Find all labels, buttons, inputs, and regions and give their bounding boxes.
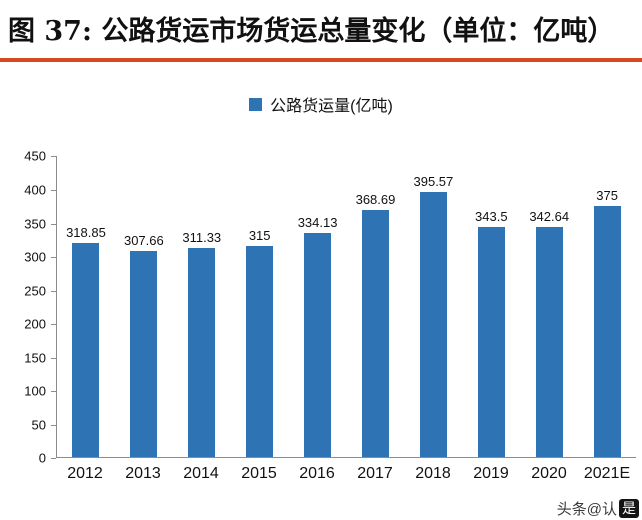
- y-axis-label: 350: [24, 216, 46, 231]
- x-axis-label: 2018: [415, 465, 451, 483]
- x-axis-label: 2013: [125, 465, 161, 483]
- x-axis-label: 2016: [299, 465, 335, 483]
- y-axis-label: 0: [38, 450, 46, 466]
- bar-column: 315: [231, 228, 289, 458]
- y-axis-label: 200: [24, 316, 46, 332]
- y-axis: 0 50 100 150 200 250 300 350 400 450: [12, 149, 56, 466]
- y-axis-label: 400: [24, 182, 46, 198]
- title-underline: [0, 58, 642, 63]
- figure-title: 图 37: 公路货运市场货运总量变化（单位：亿吨）: [8, 16, 615, 47]
- bar-column: 342.64: [520, 209, 578, 458]
- bar-value-label: 318.85: [66, 225, 106, 241]
- bar-value-label: 368.69: [355, 191, 396, 207]
- y-axis-label: 50: [31, 417, 46, 433]
- bar-column: 343.5: [462, 209, 520, 458]
- legend-swatch: [249, 97, 263, 111]
- bar: [361, 209, 389, 458]
- y-axis-label: 150: [24, 350, 46, 366]
- y-axis-tick: [51, 290, 56, 292]
- y-axis-tick: [51, 391, 56, 393]
- bar: [419, 191, 447, 458]
- bar-value-label: 311.33: [182, 230, 222, 246]
- watermark-badge: 是: [619, 499, 639, 518]
- bar: [72, 243, 100, 458]
- x-axis-label: 2014: [183, 465, 219, 483]
- y-axis-label: 100: [24, 383, 46, 399]
- x-axis-label: 2019: [473, 465, 509, 483]
- bar: [593, 205, 621, 458]
- bar-column: 307.66: [115, 232, 173, 458]
- bar-column: 375: [578, 188, 636, 458]
- plot-area: 318.85 307.66 311.33 315 334.13 368.69 395.57 3…: [56, 156, 636, 459]
- bar-column: 368.69: [347, 191, 405, 458]
- bar-value-label: 343.5: [475, 208, 508, 224]
- bar-column: 311.33: [173, 230, 231, 458]
- bar: [477, 226, 505, 458]
- x-axis-label: 2020: [531, 465, 567, 483]
- x-axis-label: 2015: [241, 465, 277, 483]
- bar: [535, 227, 563, 458]
- y-axis-label: 450: [24, 148, 46, 164]
- bar: [304, 233, 332, 458]
- y-axis-tick: [51, 324, 56, 326]
- y-axis-label: 250: [24, 283, 46, 299]
- y-axis-tick: [51, 189, 56, 191]
- bar-value-label: 342.64: [529, 209, 570, 225]
- bar-value-label: 395.57: [413, 173, 454, 189]
- bar-column: 334.13: [289, 215, 347, 458]
- y-axis-tick: [51, 223, 56, 225]
- bar-value-label: 307.66: [123, 232, 164, 248]
- x-axis-label: 2017: [357, 465, 393, 483]
- figure-header: 图 37: 公路货运市场货运总量变化（单位：亿吨）: [0, 0, 642, 63]
- chart-legend: 公路货运量(亿吨): [0, 92, 642, 116]
- watermark: 头条@认 是: [557, 498, 639, 519]
- x-axis-label: 2012: [67, 465, 103, 483]
- y-axis-label: 300: [24, 249, 46, 265]
- bar: [188, 248, 216, 458]
- watermark-text: 头条@认: [556, 501, 617, 518]
- legend-label: 公路货运量(亿吨): [270, 98, 393, 116]
- y-axis-tick: [51, 458, 56, 460]
- bar-value-label: 315: [248, 228, 271, 243]
- y-axis-tick: [51, 257, 56, 259]
- plot-column: 318.85 307.66 311.33 315 334.13 368.69 395.57 3…: [56, 156, 636, 483]
- bar: [130, 250, 158, 458]
- bar-value-label: 334.13: [297, 215, 338, 231]
- bar: [246, 246, 274, 458]
- bar-chart: 0 50 100 150 200 250 300 350 400 450 318.85 307.66…: [12, 149, 636, 483]
- y-axis-tick: [51, 156, 56, 158]
- bar-column: 318.85: [57, 225, 115, 458]
- y-axis-tick: [51, 357, 56, 359]
- y-axis-tick: [51, 424, 56, 426]
- x-axis-label: 2021E: [583, 465, 631, 483]
- x-axis: 2012 2013 2014 2015 2016 2017 2018 2019 2020 2021…: [56, 458, 636, 483]
- bar-value-label: 375: [596, 187, 618, 203]
- bar-column: 395.57: [404, 173, 462, 458]
